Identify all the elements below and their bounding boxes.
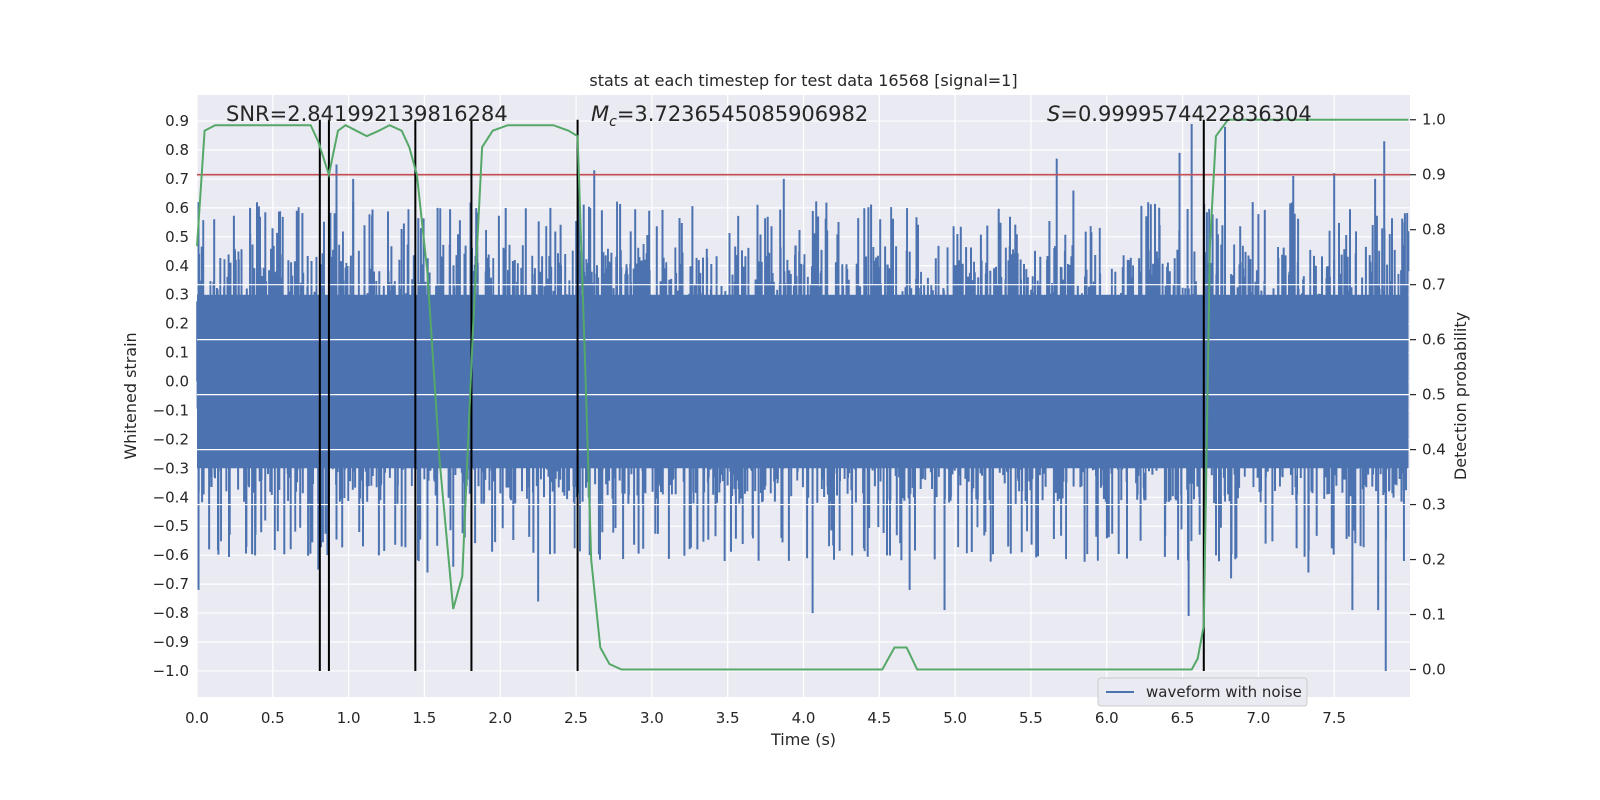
score-annotation: S=0.9999574422836304 bbox=[1047, 102, 1312, 126]
legend-entry: waveform with noise bbox=[1146, 683, 1302, 701]
y-tick-label: −0.9 bbox=[153, 633, 189, 651]
y-tick-label: 0.0 bbox=[165, 373, 189, 391]
y-tick-label: 0.2 bbox=[165, 315, 189, 333]
y2-tick-label: 0.4 bbox=[1422, 441, 1446, 459]
y-tick-label: 0.9 bbox=[165, 112, 189, 130]
x-tick-label: 0.5 bbox=[261, 709, 285, 727]
waveform-core bbox=[197, 294, 1409, 469]
chirp-mass-annotation: Mc=3.7236545085906982 bbox=[591, 102, 868, 130]
y-tick-label: −0.1 bbox=[153, 401, 189, 419]
y-tick-label: 0.7 bbox=[165, 170, 189, 188]
probability-line bbox=[196, 118, 1409, 671]
chirp-mass-subscript: c bbox=[609, 114, 617, 130]
chart-title: stats at each timestep for test data 165… bbox=[589, 71, 1017, 90]
y2-tick-label: 0.3 bbox=[1422, 496, 1446, 514]
y2-tick-label: 0.8 bbox=[1422, 221, 1446, 239]
chirp-mass-symbol: M bbox=[591, 102, 609, 126]
y2-tick-label: 0.5 bbox=[1422, 386, 1446, 404]
y-tick-label: −0.3 bbox=[153, 459, 189, 477]
y2-tick-label: 0.7 bbox=[1422, 276, 1446, 294]
x-tick-label: 6.0 bbox=[1095, 709, 1119, 727]
x-tick-label: 5.0 bbox=[943, 709, 967, 727]
y-tick-label: −0.7 bbox=[153, 575, 189, 593]
x-tick-label: 3.5 bbox=[716, 709, 740, 727]
y2-tick-label: 0.2 bbox=[1422, 551, 1446, 569]
x-tick-label: 4.5 bbox=[867, 709, 891, 727]
x-tick-label: 1.5 bbox=[413, 709, 437, 727]
detection-probability-series bbox=[196, 118, 1409, 671]
score-symbol: S bbox=[1047, 102, 1060, 126]
y-tick-label: 0.1 bbox=[165, 344, 189, 362]
y-tick-label: −0.8 bbox=[153, 604, 189, 622]
score-value: =0.9999574422836304 bbox=[1060, 102, 1311, 126]
x-tick-label: 6.5 bbox=[1171, 709, 1195, 727]
x-tick-label: 7.0 bbox=[1246, 709, 1270, 727]
x-axis-ticks: 0.0 0.5 1.0 1.5 2.0 2.5 3.0 3.5 4.0 4.5 5.0 5.5 6.0 6… bbox=[185, 709, 1346, 727]
x-axis-label: Time (s) bbox=[770, 730, 836, 749]
y-tick-label: 0.6 bbox=[165, 199, 189, 217]
x-tick-label: 7.5 bbox=[1322, 709, 1346, 727]
x-tick-label: 1.0 bbox=[337, 709, 361, 727]
y-tick-label: −0.2 bbox=[153, 430, 189, 448]
x-tick-label: 5.5 bbox=[1019, 709, 1043, 727]
y2-tick-label: 0.9 bbox=[1422, 166, 1446, 184]
y-tick-label: −0.5 bbox=[153, 517, 189, 535]
y2-axis-label: Detection probability bbox=[1451, 312, 1470, 480]
x-tick-label: 2.0 bbox=[488, 709, 512, 727]
y-tick-label: 0.4 bbox=[165, 257, 189, 275]
y-axis-label: Whitened strain bbox=[121, 332, 140, 459]
y-tick-label: −0.6 bbox=[153, 546, 189, 564]
legend-box bbox=[1097, 677, 1308, 707]
x-tick-label: 3.0 bbox=[640, 709, 664, 727]
y-tick-label: 0.8 bbox=[165, 141, 189, 159]
y-axis-ticks: 0.9 0.8 0.7 0.6 0.5 0.4 0.3 0.2 0.1 0.0 −0.1 −0.2 −0… bbox=[153, 112, 189, 680]
y-tick-label: 0.3 bbox=[165, 286, 189, 304]
vertical-markers bbox=[318, 119, 1205, 671]
y-tick-label: 0.5 bbox=[165, 228, 189, 246]
y2-axis-ticks: 1.0 0.9 0.8 0.7 0.6 0.5 0.4 0.3 0.2 0.1 0.0 bbox=[1410, 111, 1446, 679]
chirp-mass-value: =3.7236545085906982 bbox=[617, 102, 868, 126]
legend: waveform with noise bbox=[1097, 677, 1308, 707]
y2-tick-label: 0.1 bbox=[1422, 606, 1446, 624]
x-tick-label: 2.5 bbox=[564, 709, 588, 727]
snr-annotation: SNR=2.841992139816284 bbox=[226, 102, 508, 126]
y2-tick-label: 0.0 bbox=[1422, 661, 1446, 679]
x-tick-label: 0.0 bbox=[185, 709, 209, 727]
x-tick-label: 4.0 bbox=[792, 709, 816, 727]
y-tick-label: −0.4 bbox=[153, 488, 189, 506]
y-tick-label: −1.0 bbox=[153, 662, 189, 680]
y2-tick-label: 1.0 bbox=[1422, 111, 1446, 129]
y2-tick-label: 0.6 bbox=[1422, 331, 1446, 349]
